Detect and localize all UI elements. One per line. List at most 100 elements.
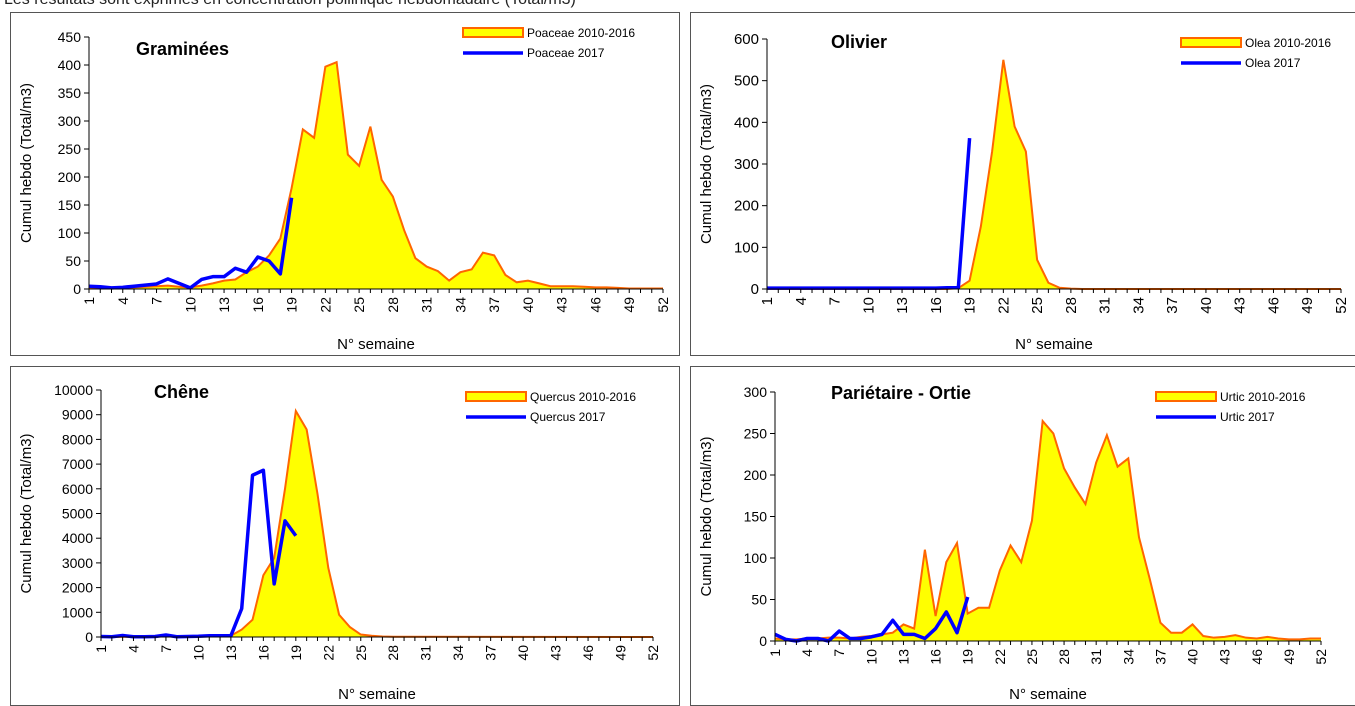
x-axis-title: N° semaine <box>1015 336 1093 353</box>
series-area-fill <box>89 62 663 290</box>
x-tick-label: 19 <box>962 297 979 314</box>
chart-svg: 0 100 200 300 400 500 600 1 4 7 10 13 16 19 22 25 28 31 34… <box>698 31 1350 353</box>
legend-swatch-area <box>465 391 527 402</box>
y-tick-label: 0 <box>759 633 767 649</box>
x-tick-label: 4 <box>793 297 810 305</box>
x-tick-label: 13 <box>894 297 911 314</box>
y-tick-label: 3000 <box>62 555 93 571</box>
legend-label: Poaceae 2010-2016 <box>527 26 635 40</box>
x-tick-label: 7 <box>149 297 165 305</box>
chart-svg: 0 50 100 150 200 250 300 350 400 450 1 4 7 10 13 16 19 22… <box>18 26 671 353</box>
x-tick-label: 34 <box>1120 649 1136 665</box>
x-tick-label: 40 <box>520 297 536 313</box>
chart-title: Graminées <box>136 39 229 59</box>
y-tick-label: 200 <box>734 198 759 215</box>
x-tick-label: 34 <box>450 645 466 661</box>
series-area-fill <box>767 59 1341 289</box>
y-tick-label: 100 <box>734 239 759 256</box>
x-axis-title: N° semaine <box>338 686 416 703</box>
chart-title: Olivier <box>831 32 887 52</box>
chart-panel-olivier: 0 100 200 300 400 500 600 1 4 7 10 13 16 19 22 25 28 31 34… <box>690 12 1355 356</box>
legend-swatch-area <box>1155 391 1217 402</box>
x-tick-label: 52 <box>1313 649 1329 665</box>
y-tick-label: 350 <box>58 85 82 101</box>
series-area-outline <box>100 407 654 638</box>
series-line <box>774 596 970 643</box>
y-tick-label: 300 <box>58 113 82 129</box>
y-tick-label: 10000 <box>54 382 93 398</box>
y-tick-label: 150 <box>58 197 82 213</box>
x-tick-label: 10 <box>863 649 879 665</box>
legend-label: Poaceae 2017 <box>527 46 605 60</box>
y-tick-label: 5000 <box>62 506 93 522</box>
x-tick-label: 31 <box>1088 649 1104 665</box>
x-tick-label: 28 <box>385 645 401 661</box>
chart-panel-parietaire-ortie: 0 50 100 150 200 250 300 1 4 7 10 13 16 19 22 25 28 31 34 3… <box>690 366 1355 706</box>
y-tick-label: 450 <box>58 29 82 45</box>
y-tick-label: 100 <box>58 225 82 241</box>
x-tick-label: 1 <box>759 297 776 305</box>
legend-label: Olea 2010-2016 <box>1245 36 1331 50</box>
y-tick-label: 600 <box>734 31 759 48</box>
legend-label: Quercus 2017 <box>530 410 606 424</box>
y-tick-label: 400 <box>734 114 759 131</box>
series-area-outline <box>767 59 1341 290</box>
chart-svg: 0 1000 2000 3000 4000 5000 6000 7000 8000 9000 100… <box>18 382 661 703</box>
y-tick-label: 200 <box>58 169 82 185</box>
x-tick-label: 46 <box>1249 649 1265 665</box>
y-tick-label: 150 <box>744 509 768 525</box>
x-tick-label: 37 <box>486 297 502 313</box>
x-tick-label: 31 <box>419 297 435 313</box>
y-tick-label: 8000 <box>62 431 93 447</box>
x-axis-title: N° semaine <box>337 336 415 353</box>
x-tick-label: 1 <box>767 649 783 657</box>
x-tick-label: 19 <box>288 645 304 661</box>
x-tick-label: 7 <box>827 297 844 305</box>
x-tick-label: 19 <box>284 297 300 313</box>
x-tick-label: 16 <box>928 649 944 665</box>
x-tick-label: 16 <box>255 645 271 661</box>
y-tick-label: 200 <box>744 467 768 483</box>
y-tick-label: 7000 <box>62 456 93 472</box>
series-area-fill <box>775 421 1321 641</box>
y-axis-title: Cumul hebdo (Total/m3) <box>18 433 35 593</box>
x-tick-label: 7 <box>831 649 847 657</box>
y-tick-label: 0 <box>85 629 93 645</box>
x-tick-label: 40 <box>515 645 531 661</box>
x-tick-label: 28 <box>385 297 401 313</box>
x-tick-label: 13 <box>216 297 232 313</box>
y-axis-title: Cumul hebdo (Total/m3) <box>698 84 715 244</box>
x-tick-label: 40 <box>1185 649 1201 665</box>
x-tick-label: 25 <box>1024 649 1040 665</box>
x-tick-label: 10 <box>182 297 198 313</box>
y-tick-label: 300 <box>744 384 768 400</box>
x-tick-label: 52 <box>1333 297 1350 314</box>
y-tick-label: 250 <box>744 426 768 442</box>
series-line <box>767 138 972 290</box>
x-tick-label: 10 <box>190 645 206 661</box>
y-axis-title: Cumul hebdo (Total/m3) <box>698 436 715 596</box>
series-line <box>88 197 294 290</box>
y-tick-label: 4000 <box>62 530 93 546</box>
x-tick-label: 22 <box>995 297 1012 314</box>
x-tick-label: 43 <box>554 297 570 313</box>
x-tick-label: 37 <box>1152 649 1168 665</box>
legend-label: Quercus 2010-2016 <box>530 390 636 404</box>
x-tick-label: 28 <box>1063 297 1080 314</box>
x-tick-label: 49 <box>613 645 629 661</box>
x-axis-title: N° semaine <box>1009 686 1087 703</box>
legend-label: Urtic 2010-2016 <box>1220 390 1306 404</box>
x-tick-label: 22 <box>992 649 1008 665</box>
x-tick-label: 22 <box>317 297 333 313</box>
x-tick-label: 40 <box>1198 297 1215 314</box>
x-tick-label: 49 <box>1299 297 1316 314</box>
x-tick-label: 13 <box>223 645 239 661</box>
x-tick-label: 43 <box>1217 649 1233 665</box>
x-tick-label: 49 <box>1281 649 1297 665</box>
chart-svg: 0 50 100 150 200 250 300 1 4 7 10 13 16 19 22 25 28 31 34 3… <box>698 383 1329 703</box>
y-tick-label: 300 <box>734 156 759 173</box>
x-tick-label: 10 <box>860 297 877 314</box>
y-tick-label: 50 <box>751 592 767 608</box>
x-tick-label: 52 <box>645 645 661 661</box>
chart-title: Chêne <box>154 382 209 402</box>
